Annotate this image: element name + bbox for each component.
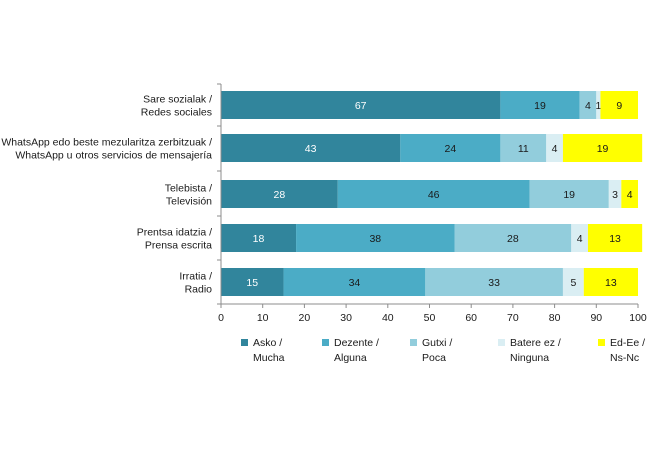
bar-segment — [283, 268, 426, 296]
data-label: 1 — [595, 100, 601, 112]
data-label: 19 — [534, 100, 546, 112]
bar-segment — [400, 134, 501, 162]
x-tick-label: 0 — [218, 312, 224, 324]
x-tick-label: 50 — [424, 312, 436, 324]
x-axis: 0 10 20 30 40 50 60 70 80 90 100 — [217, 83, 647, 324]
legend-swatch — [410, 339, 417, 346]
category-labels: Sare sozialak / Redes sociales WhatsApp ed… — [1, 94, 212, 296]
bar-segment — [529, 180, 609, 208]
legend-swatch — [322, 339, 329, 346]
bar-segment — [221, 268, 284, 296]
data-label: 15 — [246, 277, 258, 289]
bar-segment — [546, 134, 563, 162]
bar-segment — [500, 134, 547, 162]
legend-swatch — [598, 339, 605, 346]
bar-segment — [596, 91, 601, 119]
bar-segment — [571, 224, 588, 252]
data-label: 5 — [570, 277, 576, 289]
data-label: 18 — [253, 233, 265, 245]
bar-segment — [621, 180, 638, 208]
x-tick-label: 80 — [549, 312, 561, 324]
bar-segment — [337, 180, 530, 208]
data-label: 33 — [488, 277, 500, 289]
x-tick-label: 60 — [465, 312, 477, 324]
x-tick-label: 40 — [382, 312, 394, 324]
bar-segment — [579, 91, 597, 119]
legend: Asko / Mucha Dezente / Alguna Gutxi / Poca Bat… — [241, 337, 645, 364]
legend-entry: Ed-Ee / Ns-Nc — [610, 337, 645, 364]
bar-segment — [587, 224, 643, 252]
bar-segment — [296, 224, 455, 252]
x-tick-label: 70 — [507, 312, 519, 324]
data-label: 9 — [616, 100, 622, 112]
data-label: 19 — [563, 189, 575, 201]
bar-segment — [221, 91, 501, 119]
data-label: 43 — [305, 143, 317, 155]
bar-segment — [600, 91, 638, 119]
data-label: 28 — [507, 233, 519, 245]
legend-entry: Asko / Mucha — [253, 337, 285, 364]
bar-segment — [425, 268, 563, 296]
data-label: 11 — [518, 143, 529, 155]
bar-segment — [562, 268, 584, 296]
data-label: 3 — [612, 189, 618, 201]
category-label: WhatsApp edo beste mezularitza zerbitzua… — [1, 137, 212, 162]
data-label: 4 — [552, 143, 558, 155]
data-label: 4 — [585, 100, 591, 112]
category-label: Telebista / Televisión — [165, 183, 212, 208]
data-label: 19 — [597, 143, 609, 155]
x-tick-label: 30 — [340, 312, 352, 324]
legend-entry: Dezente / Alguna — [334, 337, 379, 364]
bar-segment — [454, 224, 572, 252]
data-label: 13 — [605, 277, 617, 289]
data-label: 67 — [355, 100, 367, 112]
data-label: 13 — [609, 233, 621, 245]
data-label: 46 — [428, 189, 440, 201]
data-label: 28 — [274, 189, 286, 201]
x-tick-label: 90 — [590, 312, 602, 324]
data-label: 38 — [369, 233, 381, 245]
data-label: 24 — [445, 143, 457, 155]
legend-entry: Batere ez / Ninguna — [510, 337, 561, 364]
bar-segment — [608, 180, 622, 208]
category-label: Irratia / Radio — [179, 271, 212, 296]
bar-segment — [562, 134, 643, 162]
bar-segment — [583, 268, 638, 296]
data-label: 4 — [577, 233, 583, 245]
legend-swatch — [241, 339, 248, 346]
data-label: 34 — [349, 277, 361, 289]
x-tick-label: 100 — [629, 312, 647, 324]
bar-segment — [221, 224, 297, 252]
bar-segment — [221, 180, 338, 208]
bar-segment — [221, 134, 401, 162]
x-tick-label: 20 — [299, 312, 311, 324]
legend-entry: Gutxi / Poca — [422, 337, 452, 364]
category-label: Sare sozialak / Redes sociales — [141, 94, 212, 119]
legend-swatch — [498, 339, 505, 346]
bar-segment — [500, 91, 580, 119]
x-tick-label: 10 — [257, 312, 269, 324]
category-label: Prentsa idatzia / Prensa escrita — [137, 227, 212, 252]
data-label: 4 — [627, 189, 633, 201]
